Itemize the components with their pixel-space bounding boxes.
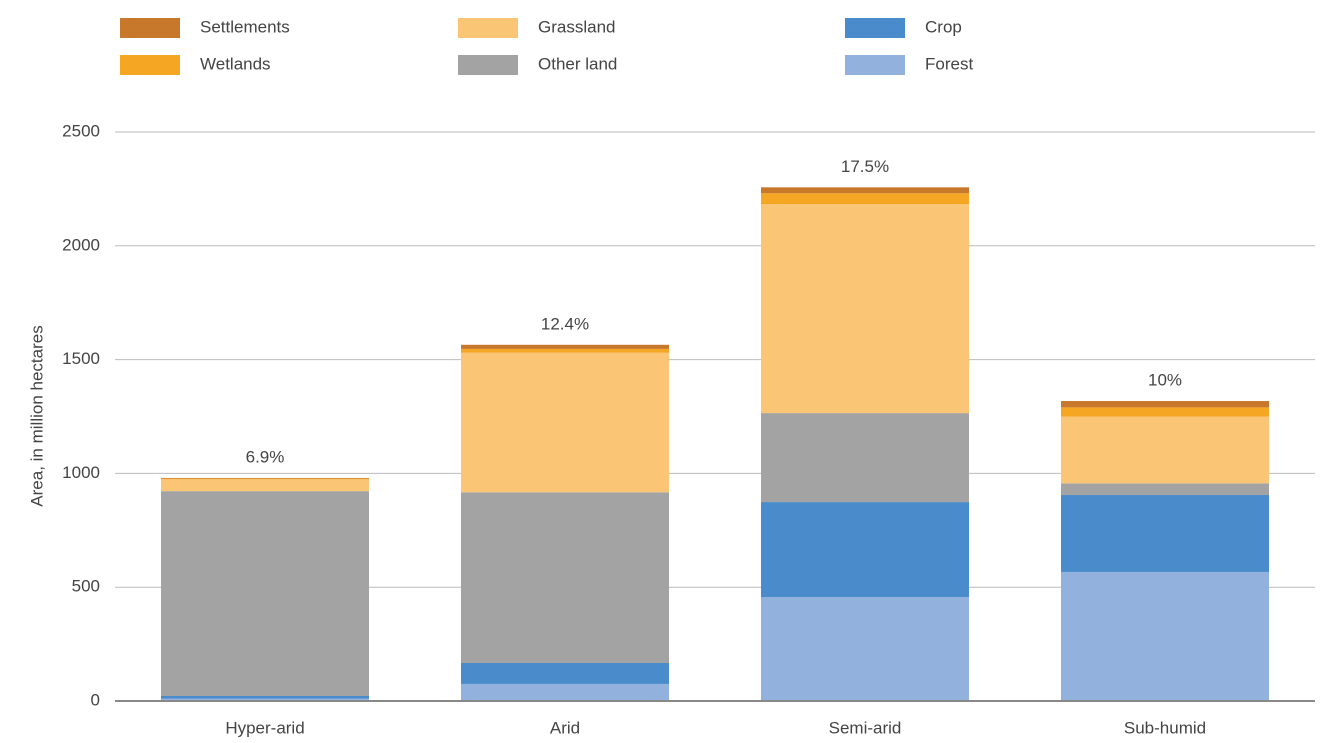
- bar-segment: [161, 478, 369, 480]
- x-tick-label: Sub-humid: [1124, 718, 1206, 737]
- bar-segment: [461, 492, 669, 663]
- legend-swatch: [120, 55, 180, 75]
- y-tick-label: 0: [91, 690, 100, 709]
- bar-segment: [461, 352, 669, 493]
- y-tick-label: 1000: [62, 463, 100, 482]
- x-tick-label: Hyper-arid: [225, 718, 304, 737]
- bar-segment: [161, 479, 369, 492]
- bar-segment: [761, 187, 969, 194]
- legend-swatch: [845, 55, 905, 75]
- bar-segment: [761, 596, 969, 701]
- y-tick-label: 2500: [62, 121, 100, 140]
- legend-label: Wetlands: [200, 54, 271, 73]
- bar-segment: [1061, 495, 1269, 572]
- legend-swatch: [120, 18, 180, 38]
- legend-label: Crop: [925, 17, 962, 36]
- bar-segment: [1061, 571, 1269, 701]
- legend-label: Other land: [538, 54, 617, 73]
- bar-segment: [1061, 483, 1269, 496]
- legend-swatch: [845, 18, 905, 38]
- y-tick-label: 2000: [62, 235, 100, 254]
- bar-segment: [161, 491, 369, 696]
- bar-segment: [461, 683, 669, 701]
- y-axis-label: Area, in million hectares: [27, 325, 46, 506]
- bar-segment: [1061, 416, 1269, 484]
- legend-swatch: [458, 55, 518, 75]
- bar-segment: [1061, 401, 1269, 408]
- legend-swatch: [458, 18, 518, 38]
- bar-segment: [161, 698, 369, 701]
- bar-segment: [761, 413, 969, 503]
- y-tick-label: 500: [72, 577, 100, 596]
- bar-segment: [761, 204, 969, 414]
- y-tick-label: 1500: [62, 349, 100, 368]
- total-label: 12.4%: [541, 314, 589, 333]
- total-label: 17.5%: [841, 157, 889, 176]
- total-label: 6.9%: [246, 447, 285, 466]
- x-tick-label: Semi-arid: [829, 718, 902, 737]
- bar-segment: [161, 477, 369, 479]
- legend-label: Grassland: [538, 17, 615, 36]
- bar-segment: [461, 348, 669, 353]
- bar-segment: [461, 662, 669, 684]
- x-tick-label: Arid: [550, 718, 580, 737]
- bar-segment: [461, 344, 669, 349]
- bar-segment: [161, 695, 369, 699]
- bar-segment: [761, 193, 969, 205]
- legend-label: Settlements: [200, 17, 290, 36]
- bar-segment: [1061, 407, 1269, 417]
- bar-segment: [761, 502, 969, 597]
- legend-label: Forest: [925, 54, 973, 73]
- total-label: 10%: [1148, 371, 1182, 390]
